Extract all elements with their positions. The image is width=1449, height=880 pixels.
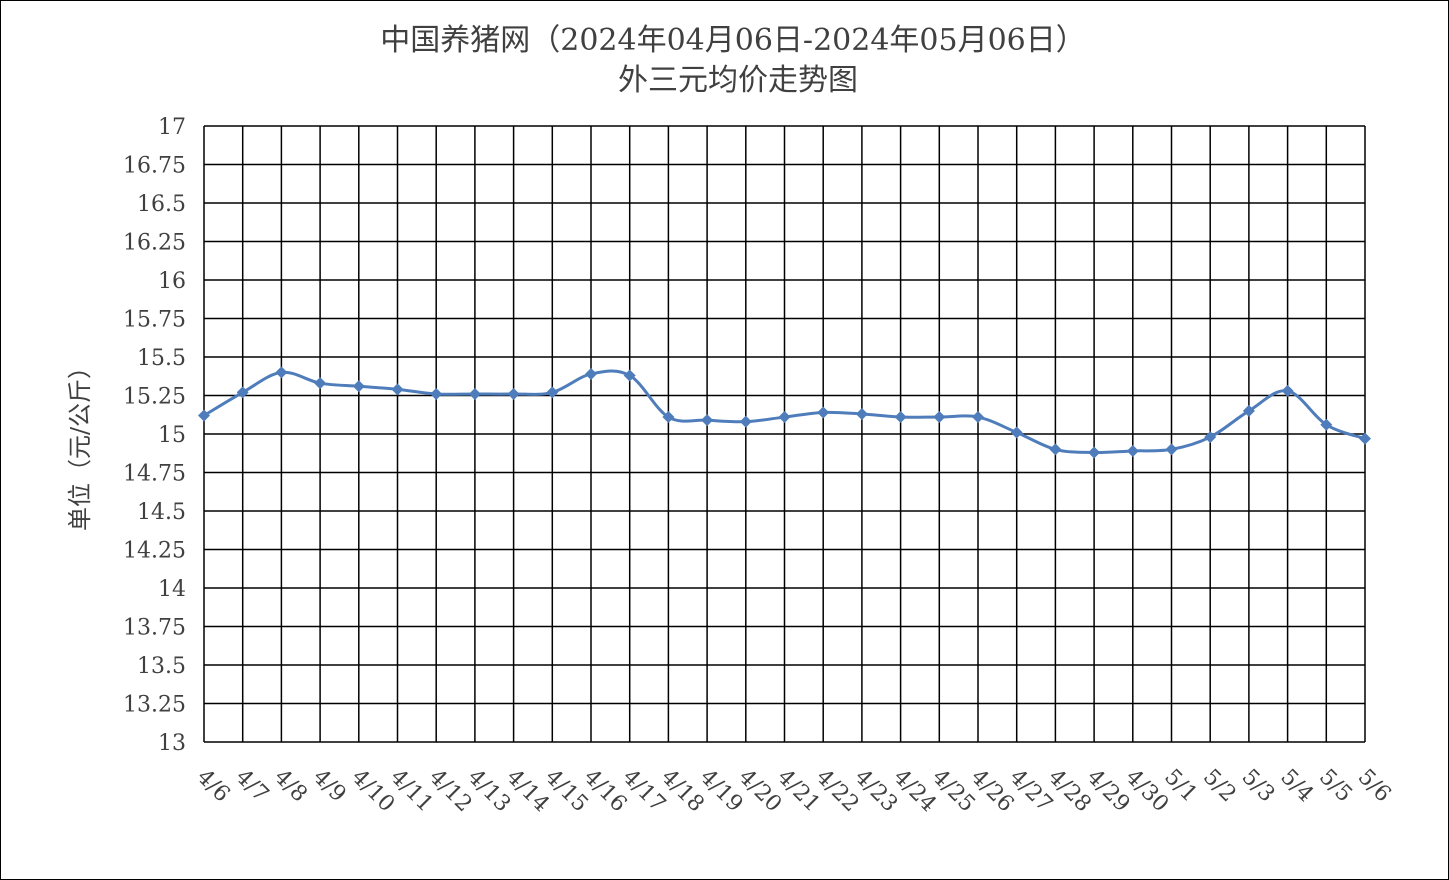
x-tick-label: 4/9 bbox=[308, 765, 351, 808]
data-point-marker bbox=[662, 411, 675, 424]
x-tick-label: 4/27 bbox=[1004, 765, 1057, 818]
x-tick-label: 5/3 bbox=[1237, 765, 1280, 808]
data-point-marker bbox=[1010, 426, 1023, 439]
x-tick-label: 4/30 bbox=[1121, 765, 1174, 818]
data-point-marker bbox=[1242, 404, 1255, 417]
data-point-marker bbox=[1049, 443, 1062, 456]
y-axis-ticks: 17 16.75 16.5 16.25 16 15.75 15.5 15.25 15 14.75 1… bbox=[123, 115, 186, 756]
data-point-marker bbox=[275, 366, 288, 379]
data-point-marker bbox=[739, 415, 752, 428]
y-tick-label: 13.75 bbox=[123, 616, 186, 641]
data-point-marker bbox=[701, 414, 714, 427]
x-tick-label: 4/21 bbox=[772, 765, 825, 818]
x-axis-ticks: 4/64/74/84/94/104/114/124/134/144/154/16… bbox=[192, 765, 1396, 818]
x-tick-label: 4/28 bbox=[1043, 765, 1096, 818]
data-point-marker bbox=[236, 386, 249, 399]
y-axis-title: 单位（元/公斤） bbox=[66, 355, 94, 531]
x-tick-label: 5/2 bbox=[1198, 765, 1241, 808]
y-tick-label: 14.5 bbox=[137, 500, 186, 525]
x-tick-label: 4/20 bbox=[734, 765, 787, 818]
data-point-marker bbox=[1359, 432, 1371, 445]
y-tick-label: 13 bbox=[158, 731, 186, 756]
data-point-marker bbox=[198, 409, 210, 422]
x-tick-label: 4/22 bbox=[811, 765, 864, 818]
y-tick-label: 14 bbox=[158, 577, 186, 602]
data-point-marker bbox=[1126, 444, 1139, 457]
data-point-marker bbox=[546, 386, 559, 399]
y-tick-label: 14.75 bbox=[123, 462, 186, 487]
y-tick-label: 15 bbox=[158, 423, 186, 448]
x-tick-label: 4/13 bbox=[463, 765, 516, 818]
x-tick-label: 4/29 bbox=[1082, 765, 1135, 818]
data-point-marker bbox=[1320, 418, 1333, 431]
y-tick-label: 15.5 bbox=[137, 346, 186, 371]
data-point-marker bbox=[585, 367, 597, 380]
data-point-marker bbox=[778, 411, 791, 424]
data-point-marker bbox=[391, 383, 404, 396]
x-tick-label: 4/25 bbox=[927, 765, 980, 818]
data-point-marker bbox=[972, 411, 984, 424]
x-tick-label: 4/12 bbox=[424, 765, 477, 818]
data-point-marker bbox=[817, 406, 830, 419]
x-tick-label: 5/5 bbox=[1314, 765, 1357, 808]
x-tick-label: 4/6 bbox=[192, 765, 235, 808]
y-tick-label: 14.25 bbox=[123, 539, 186, 564]
data-point-marker bbox=[1281, 384, 1294, 397]
x-tick-label: 4/7 bbox=[230, 765, 273, 808]
data-point-marker bbox=[623, 369, 636, 382]
data-point-marker bbox=[1204, 431, 1217, 444]
y-tick-label: 15.75 bbox=[123, 308, 186, 333]
x-tick-label: 4/23 bbox=[850, 765, 903, 818]
y-tick-label: 16 bbox=[158, 269, 186, 294]
chart-subtitle: 外三元均价走势图 bbox=[618, 63, 858, 98]
x-tick-label: 4/8 bbox=[269, 765, 312, 808]
x-tick-label: 4/18 bbox=[656, 765, 709, 818]
chart-title: 中国养猪网（2024年04月06日-2024年05月06日） bbox=[380, 23, 1086, 58]
x-tick-label: 4/16 bbox=[579, 765, 632, 818]
x-tick-label: 5/4 bbox=[1275, 765, 1318, 808]
x-tick-label: 4/24 bbox=[888, 765, 941, 818]
x-tick-label: 4/17 bbox=[617, 765, 670, 818]
y-tick-label: 16.5 bbox=[137, 192, 186, 217]
data-point-marker bbox=[507, 387, 520, 400]
data-point-marker bbox=[314, 377, 327, 390]
data-point-marker bbox=[468, 387, 481, 400]
y-tick-label: 13.5 bbox=[137, 654, 186, 679]
y-tick-label: 16.75 bbox=[123, 154, 186, 179]
y-tick-label: 13.25 bbox=[123, 693, 186, 718]
data-point-marker bbox=[430, 387, 443, 400]
y-tick-label: 16.25 bbox=[123, 231, 186, 256]
data-point-marker bbox=[1088, 446, 1101, 459]
x-tick-label: 4/10 bbox=[347, 765, 400, 818]
grid-lines bbox=[203, 125, 1366, 743]
data-point-marker bbox=[855, 407, 868, 420]
x-tick-label: 4/11 bbox=[385, 765, 438, 818]
data-point-marker bbox=[933, 411, 946, 424]
series-markers bbox=[198, 366, 1371, 459]
x-tick-label: 4/15 bbox=[540, 765, 593, 818]
y-tick-label: 17 bbox=[158, 115, 186, 140]
x-tick-label: 4/19 bbox=[695, 765, 748, 818]
x-tick-label: 4/26 bbox=[966, 765, 1019, 818]
data-point-marker bbox=[894, 411, 907, 424]
data-point-marker bbox=[1165, 443, 1178, 456]
y-tick-label: 15.25 bbox=[123, 385, 186, 410]
data-point-marker bbox=[352, 380, 365, 393]
x-tick-label: 4/14 bbox=[501, 765, 554, 818]
x-tick-label: 5/6 bbox=[1353, 765, 1396, 808]
